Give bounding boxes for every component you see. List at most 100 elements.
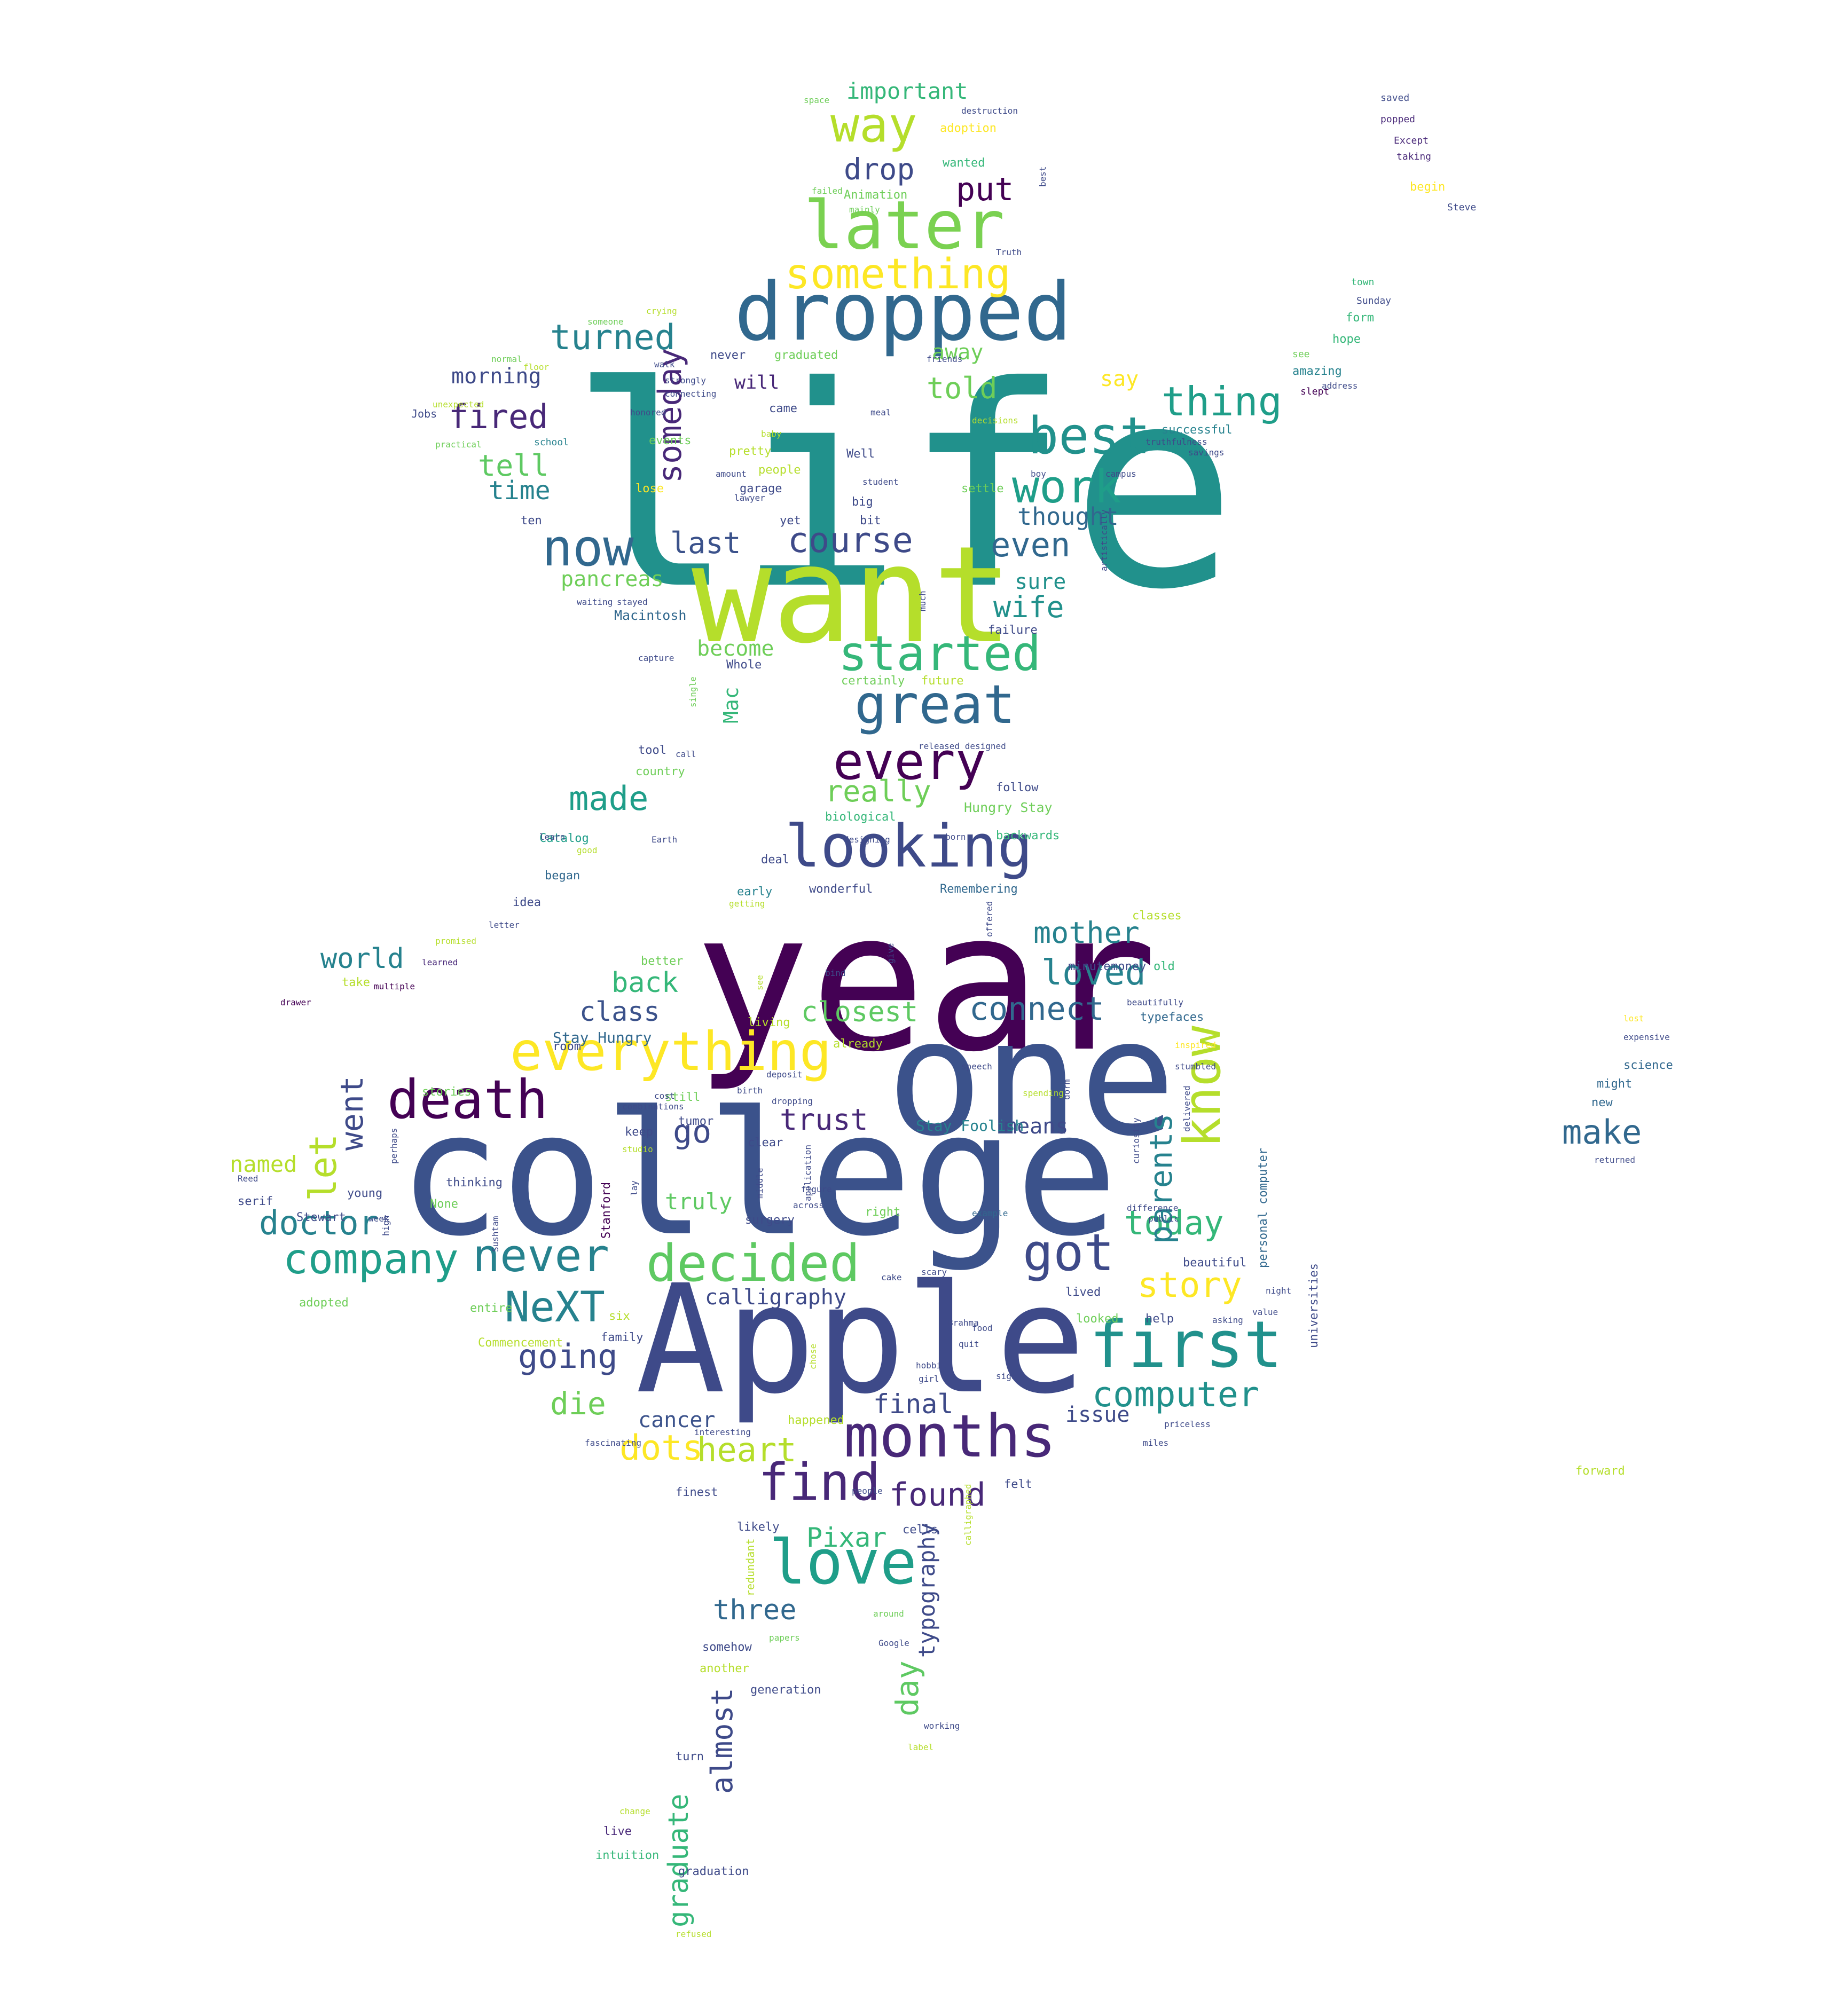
- word-cloud-word: came: [769, 402, 797, 415]
- word-cloud-word: asking: [1212, 1315, 1243, 1325]
- word-cloud-word: personal computer: [1257, 1147, 1270, 1268]
- word-cloud-word: made: [569, 779, 649, 818]
- word-cloud-word: Commencement: [478, 1336, 563, 1350]
- word-cloud-word: something: [785, 250, 1011, 298]
- word-cloud-word: decisions: [972, 415, 1018, 426]
- word-cloud-word: wonderful: [809, 883, 873, 896]
- word-cloud-word: settle: [961, 482, 1004, 495]
- word-cloud-word: loved: [1041, 953, 1146, 993]
- word-cloud-word: thinking: [446, 1176, 503, 1190]
- word-cloud-word: great: [854, 673, 1016, 736]
- word-cloud-word: NeXT: [505, 1283, 605, 1332]
- word-cloud-word: taking: [1397, 151, 1432, 162]
- word-cloud-word: failure: [988, 624, 1038, 637]
- word-cloud-word: surgery: [745, 1214, 795, 1227]
- word-cloud-word: refused: [676, 1929, 712, 1939]
- word-cloud-word: somehow: [702, 1641, 752, 1654]
- word-cloud-word: universities: [1307, 1263, 1321, 1348]
- word-cloud-word: back: [611, 967, 679, 999]
- word-cloud-word: ten: [521, 514, 542, 527]
- word-cloud-word: difference: [1127, 1203, 1179, 1213]
- word-cloud-word: Jobs: [411, 407, 437, 420]
- word-cloud-word: getting: [729, 899, 765, 909]
- word-cloud-word: beautiful: [1183, 1256, 1247, 1270]
- word-cloud-word: None: [430, 1198, 458, 1211]
- word-cloud-word: successful: [1162, 423, 1233, 437]
- word-cloud-word: connect: [969, 990, 1104, 1028]
- word-cloud-word: much: [917, 590, 928, 611]
- word-cloud-word: fired: [449, 397, 548, 436]
- word-cloud-word: space: [804, 95, 830, 105]
- word-cloud-word: drawer: [280, 997, 311, 1007]
- word-cloud-word: hobbies: [916, 1360, 952, 1371]
- word-cloud-word: week: [368, 1214, 389, 1224]
- word-cloud-word: girl: [919, 1374, 939, 1384]
- word-cloud-word: life: [569, 327, 1238, 650]
- word-cloud-word: Brahma: [948, 1318, 979, 1328]
- word-cloud-word: three: [713, 1594, 797, 1626]
- word-cloud-word: will: [734, 372, 780, 393]
- word-cloud-word: find: [758, 1453, 881, 1512]
- word-cloud-word: Sunday: [1356, 295, 1392, 306]
- word-cloud-word: deposit: [766, 1069, 803, 1080]
- word-cloud-word: best: [1028, 407, 1150, 466]
- word-cloud-word: label: [908, 1742, 934, 1752]
- word-cloud-word: college: [398, 1075, 1118, 1274]
- word-cloud-word: began: [545, 869, 580, 883]
- word-cloud-word: sure: [1015, 570, 1066, 594]
- word-cloud-word: company: [283, 1235, 459, 1283]
- word-cloud-word: dropped: [734, 266, 1072, 359]
- word-cloud-word: almost: [705, 1688, 739, 1794]
- word-cloud-word: Hungry Stay: [964, 800, 1053, 815]
- word-cloud-word: capture: [638, 653, 674, 663]
- word-cloud-word: day: [889, 1660, 925, 1716]
- word-cloud-word: student: [862, 477, 899, 487]
- word-cloud-word: adopted: [299, 1296, 349, 1310]
- word-cloud-word: now: [542, 519, 634, 578]
- word-cloud-word: address: [1322, 381, 1358, 391]
- word-cloud-word: drop: [844, 152, 915, 186]
- word-cloud-word: connecting: [665, 389, 717, 399]
- word-cloud-word: later: [804, 187, 1005, 264]
- word-cloud-word: redundant: [744, 1538, 757, 1596]
- word-cloud-word: means: [1004, 1114, 1069, 1139]
- word-cloud-word: amazing: [1292, 365, 1342, 378]
- word-cloud-word: money: [1111, 960, 1147, 973]
- word-cloud-word: science: [1623, 1059, 1673, 1072]
- word-cloud-word: good: [577, 845, 598, 855]
- word-cloud-word: old: [1154, 960, 1175, 973]
- word-cloud-word: parents: [1143, 1113, 1179, 1244]
- word-cloud-word: birth: [737, 1085, 763, 1096]
- word-cloud-word: amount: [716, 469, 747, 479]
- word-cloud-word: best: [1038, 166, 1048, 187]
- word-cloud-word: town: [1351, 277, 1375, 288]
- word-cloud-word: today: [1124, 1203, 1224, 1242]
- word-cloud-word: computer: [1092, 1375, 1260, 1415]
- word-cloud-word: graduation: [678, 1865, 749, 1878]
- word-cloud-word: follow: [996, 781, 1039, 794]
- word-cloud-word: months: [844, 1402, 1056, 1470]
- word-cloud-word: Catalog: [539, 832, 589, 845]
- word-cloud-word: Apple: [636, 1253, 1086, 1427]
- word-cloud-word: popped: [1380, 114, 1416, 125]
- word-cloud-word: school: [534, 437, 569, 448]
- word-cloud-word: idea: [513, 896, 541, 909]
- word-cloud-word: final: [873, 1389, 954, 1420]
- word-cloud-word: cost: [654, 1091, 675, 1101]
- word-cloud-word: artistically: [1099, 509, 1109, 571]
- word-cloud-word: campus: [1105, 469, 1136, 479]
- word-cloud-word: figure: [801, 1184, 832, 1194]
- word-cloud-word: never: [473, 1230, 609, 1282]
- word-cloud-word: single: [688, 676, 698, 707]
- word-cloud-word: better: [641, 955, 684, 968]
- word-cloud-word: dorm: [1062, 1079, 1072, 1100]
- word-cloud-word: hope: [1332, 333, 1361, 346]
- word-cloud-word: put: [956, 171, 1014, 208]
- word-cloud-word: deal: [761, 853, 789, 867]
- word-cloud-word: work: [1012, 461, 1121, 514]
- word-cloud-word: go: [673, 1113, 712, 1151]
- word-cloud-word: away: [932, 340, 984, 365]
- word-cloud-word: interesting: [694, 1427, 751, 1437]
- word-cloud-word: early: [737, 885, 773, 899]
- word-cloud-word: looking: [785, 812, 1033, 880]
